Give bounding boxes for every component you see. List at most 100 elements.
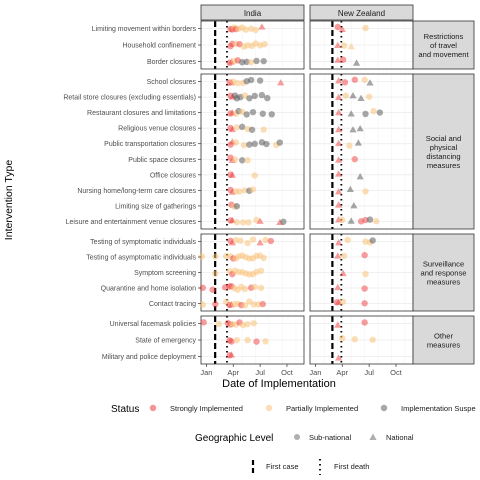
data-point-national <box>228 125 236 133</box>
data-point-subnational <box>362 110 369 118</box>
data-point-national <box>339 269 347 277</box>
data-point-subnational <box>362 188 369 195</box>
data-point-subnational <box>240 141 248 149</box>
group-label-1: measures <box>427 161 461 170</box>
data-point-national <box>335 139 343 147</box>
y-tick-label: Testing of symptomatic individuals <box>90 239 196 246</box>
y-tick-label: Nursing home/long-term care closures <box>77 188 196 195</box>
data-point-subnational <box>250 301 258 308</box>
group-label-1: physical <box>430 143 458 152</box>
y-tick-label: School closures <box>147 79 197 86</box>
legend-geo-key-national <box>369 433 377 440</box>
data-point-subnational <box>361 300 368 307</box>
data-point-national <box>334 321 342 328</box>
data-point-subnational <box>246 95 253 102</box>
y-tick-label: Symptom screening <box>134 270 196 277</box>
y-tick-label: Contact tracing <box>149 301 196 308</box>
data-point-subnational <box>242 26 249 33</box>
data-point-subnational <box>370 107 377 115</box>
data-point-subnational <box>244 239 251 247</box>
legend-geo-label: Sub-national <box>309 433 351 442</box>
data-point-subnational <box>215 320 223 328</box>
data-point-national <box>335 188 343 195</box>
data-point-subnational <box>233 219 241 226</box>
y-tick-label: Limiting size of gatherings <box>115 203 196 210</box>
data-point-subnational <box>239 219 247 226</box>
data-point-subnational <box>334 23 341 31</box>
y-tick-label: Public transportation closures <box>104 141 196 148</box>
data-point-subnational <box>260 126 267 133</box>
data-point-subnational <box>209 286 216 293</box>
panel-3-1 <box>309 315 414 365</box>
data-point-subnational <box>244 336 251 344</box>
group-label-1: distancing <box>426 152 460 161</box>
data-point-subnational <box>232 139 240 146</box>
data-point-national <box>347 110 355 117</box>
data-point-subnational <box>361 251 368 259</box>
data-point-subnational <box>268 111 275 118</box>
data-point-national <box>366 79 374 86</box>
data-point-subnational <box>361 285 368 292</box>
data-point-subnational <box>199 284 206 292</box>
data-point-national <box>349 126 357 133</box>
x-axis-title: Date of Implementation <box>222 378 336 390</box>
data-point-subnational <box>259 110 266 117</box>
y-tick-label: State of emergency <box>135 338 196 345</box>
data-point-national <box>228 239 236 246</box>
data-point-national <box>338 25 346 32</box>
data-point-subnational <box>361 76 368 83</box>
data-point-national <box>356 125 364 132</box>
y-tick-label: Religious venue closures <box>118 126 196 133</box>
data-point-subnational <box>376 109 384 116</box>
data-point-subnational <box>339 298 347 305</box>
data-point-subnational <box>198 253 206 260</box>
data-point-subnational <box>212 301 219 308</box>
panel-1-0 <box>200 73 305 230</box>
y-tick-label: Retail store closures (excluding essenti… <box>63 95 196 102</box>
x-tick-label: Jan <box>200 368 212 377</box>
y-tick-label: Border closures <box>147 59 197 66</box>
facet-label-1: New Zealand <box>338 9 385 18</box>
group-label-2: Surveillance <box>423 260 464 269</box>
legend-line-label: First death <box>334 462 369 471</box>
data-point-subnational <box>236 188 243 195</box>
data-point-subnational <box>341 79 349 86</box>
group-strip-3 <box>412 315 475 365</box>
legend-geo-title: Geographic Level <box>195 433 273 444</box>
data-point-national <box>335 354 343 361</box>
data-point-national <box>335 201 343 208</box>
data-point-subnational <box>342 92 350 99</box>
data-point-subnational <box>258 91 266 99</box>
data-point-national <box>350 202 358 209</box>
data-point-subnational <box>251 172 258 179</box>
facet-strip-0 <box>200 4 305 21</box>
data-point-subnational <box>351 336 358 343</box>
data-point-national <box>354 139 362 146</box>
data-point-subnational <box>339 56 347 63</box>
x-tick-label: Jul <box>364 368 374 377</box>
y-tick-label: Limiting movement within borders <box>92 26 197 33</box>
points-layer <box>198 23 384 361</box>
facet-label-0: India <box>244 9 262 18</box>
y-tick-label: Household confinement <box>122 43 196 50</box>
panel-border <box>200 73 305 230</box>
data-point-national <box>352 59 361 66</box>
legend-status-label: Partially Implemented <box>286 404 358 413</box>
group-label-0: Restrictions <box>424 32 464 41</box>
data-point-subnational <box>263 140 270 148</box>
data-point-national <box>334 252 342 259</box>
data-point-subnational <box>253 338 260 345</box>
x-tick-label: Jul <box>255 368 265 377</box>
data-point-subnational <box>259 300 266 308</box>
legend-geo-key-subnational <box>294 434 300 440</box>
panel-2-1 <box>309 233 414 312</box>
group-label-0: of travel <box>430 41 457 50</box>
data-point-subnational <box>373 218 380 225</box>
data-point-subnational <box>351 156 358 163</box>
data-point-subnational <box>239 123 246 131</box>
data-point-subnational <box>248 126 256 133</box>
legend: Status Geographic Level Strongly Impleme… <box>111 404 476 475</box>
data-point-subnational <box>212 270 219 277</box>
data-point-subnational <box>253 57 260 65</box>
